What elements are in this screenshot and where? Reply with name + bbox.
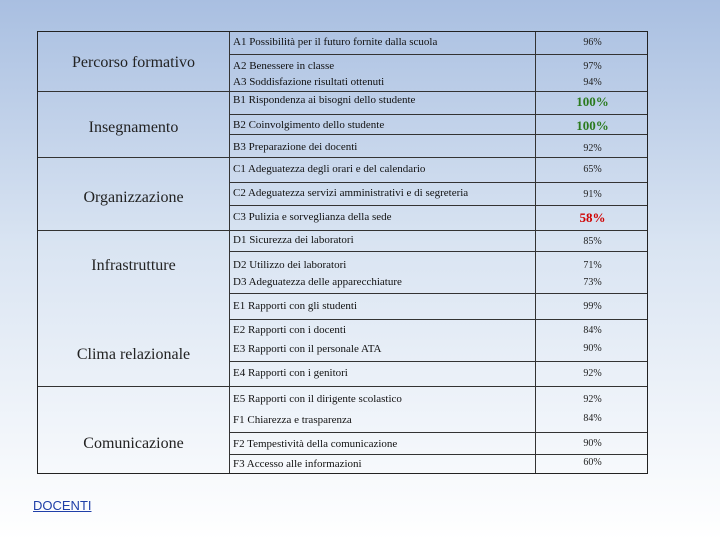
item-b3: B3 Preparazione dei docenti xyxy=(233,141,358,153)
value-d2: 71% xyxy=(583,260,602,271)
value-b3: 92% xyxy=(583,143,602,154)
item-e2: E2 Rapporti con i docenti xyxy=(233,324,347,336)
row-divider xyxy=(229,205,647,206)
column-divider xyxy=(229,32,230,473)
category-clima-relazionale: Clima relazionale xyxy=(76,346,191,363)
row-divider xyxy=(229,293,647,294)
item-c3: C3 Pulizia e sorveglianza della sede xyxy=(233,211,392,223)
item-e3: E3 Rapporti con il personale ATA xyxy=(233,343,382,355)
value-b2: 100% xyxy=(576,118,609,133)
value-b1: 100% xyxy=(576,94,609,109)
value-c1: 65% xyxy=(583,164,602,175)
item-f1: F1 Chiarezza e trasparenza xyxy=(233,414,352,426)
value-e4: 92% xyxy=(583,368,602,379)
value-c3: 58% xyxy=(579,210,606,225)
row-divider xyxy=(229,134,647,135)
row-divider xyxy=(229,432,647,433)
item-a3: A3 Soddisfazione risultati ottenuti xyxy=(233,76,385,88)
docenti-link[interactable]: DOCENTI xyxy=(33,498,92,513)
item-b1: B1 Rispondenza ai bisogni dello studente xyxy=(233,94,416,106)
value-a2: 97% xyxy=(583,61,602,72)
item-e1: E1 Rapporti con gli studenti xyxy=(233,300,358,312)
item-e4: E4 Rapporti con i genitori xyxy=(233,367,348,379)
value-d3: 73% xyxy=(583,277,602,288)
value-a3: 94% xyxy=(583,77,602,88)
value-e5: 92% xyxy=(583,394,602,405)
row-divider xyxy=(229,54,647,55)
value-f1: 84% xyxy=(583,413,602,424)
row-divider xyxy=(38,91,647,92)
item-d2: D2 Utilizzo dei laboratori xyxy=(233,259,347,271)
row-divider xyxy=(229,251,647,252)
column-divider xyxy=(535,32,536,473)
value-e2: 84% xyxy=(583,325,602,336)
item-c2: C2 Adeguatezza servizi amministrativi e … xyxy=(233,187,469,199)
item-c1: C1 Adeguatezza degli orari e del calenda… xyxy=(233,163,426,175)
survey-results-table: Percorso formativo Insegnamento Organizz… xyxy=(37,31,648,474)
row-divider xyxy=(229,114,647,115)
row-divider xyxy=(229,454,647,455)
category-insegnamento: Insegnamento xyxy=(88,119,179,136)
value-e3: 90% xyxy=(583,343,602,354)
value-f3: 60% xyxy=(583,457,602,468)
row-divider xyxy=(229,361,647,362)
value-c2: 91% xyxy=(583,189,602,200)
category-infrastrutture: Infrastrutture xyxy=(91,257,176,274)
value-e1: 99% xyxy=(583,301,602,312)
item-d1: D1 Sicurezza dei laboratori xyxy=(233,234,354,246)
row-divider xyxy=(38,386,647,387)
value-f2: 90% xyxy=(583,438,602,449)
item-f3: F3 Accesso alle informazioni xyxy=(233,458,362,470)
value-d1: 85% xyxy=(583,236,602,247)
item-a1: A1 Possibilità per il futuro fornite dal… xyxy=(233,36,438,48)
row-divider xyxy=(38,230,647,231)
item-b2: B2 Coinvolgimento dello studente xyxy=(233,119,385,131)
item-e5: E5 Rapporti con il dirigente scolastico xyxy=(233,393,402,405)
category-organizzazione: Organizzazione xyxy=(83,189,184,206)
value-a1: 96% xyxy=(583,37,602,48)
item-a2: A2 Benessere in classe xyxy=(233,60,335,72)
row-divider xyxy=(229,182,647,183)
row-divider xyxy=(229,319,647,320)
row-divider xyxy=(38,157,647,158)
category-comunicazione: Comunicazione xyxy=(83,435,184,452)
item-d3: D3 Adeguatezza delle apparecchiature xyxy=(233,276,402,288)
item-f2: F2 Tempestività della comunicazione xyxy=(233,438,398,450)
category-percorso-formativo: Percorso formativo xyxy=(71,54,196,71)
